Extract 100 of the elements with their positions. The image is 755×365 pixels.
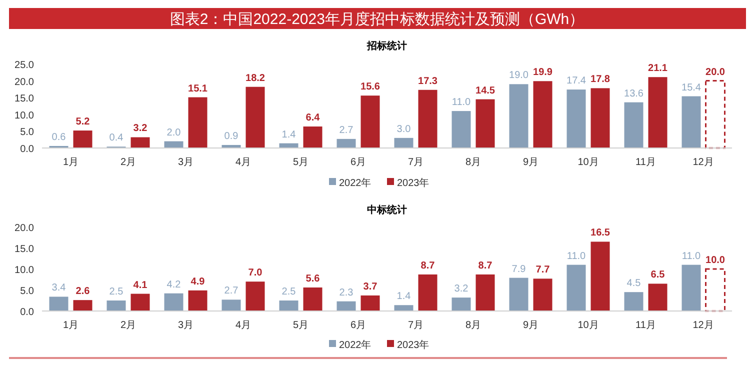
data-label: 15.1 xyxy=(188,83,208,94)
data-label: 17.3 xyxy=(418,76,438,87)
x-tick-label: 8月 xyxy=(465,157,482,168)
x-tick-label: 6月 xyxy=(350,157,366,168)
y-tick-label: 25.0 xyxy=(14,60,34,71)
legend-label: 2023年 xyxy=(397,177,430,189)
data-label: 4.1 xyxy=(133,280,148,291)
data-label: 11.0 xyxy=(682,250,702,262)
x-tick-label: 10月 xyxy=(578,157,599,168)
x-tick-label: 11月 xyxy=(636,320,656,331)
data-label: 21.1 xyxy=(648,63,668,74)
x-tick-label: 9月 xyxy=(522,157,539,168)
x-tick-label: 12月 xyxy=(692,157,714,168)
bar xyxy=(130,294,150,311)
data-label: 5.2 xyxy=(76,116,90,128)
x-tick-label: 8月 xyxy=(465,320,482,331)
data-label: 2.5 xyxy=(282,286,296,298)
bar xyxy=(130,137,150,148)
data-label: 15.6 xyxy=(360,82,380,93)
bar xyxy=(49,296,68,311)
y-tick-label: 5.0 xyxy=(20,286,34,297)
x-tick-label: 11月 xyxy=(636,157,656,168)
bar xyxy=(705,80,726,149)
bar xyxy=(509,278,528,311)
chart-title: 招标统计 xyxy=(366,40,407,52)
bar xyxy=(360,295,380,311)
bar xyxy=(624,292,644,311)
data-label: 10.0 xyxy=(706,255,726,266)
y-tick-label: 0.0 xyxy=(20,144,34,155)
bar xyxy=(336,138,356,148)
data-label: 2.7 xyxy=(339,124,354,136)
x-tick-label: 4月 xyxy=(235,320,252,331)
x-tick-label: 5月 xyxy=(292,320,309,331)
data-label: 5.6 xyxy=(306,273,320,284)
bar xyxy=(590,88,610,148)
legend-label: 2022年 xyxy=(339,339,372,351)
x-tick-label: 3月 xyxy=(178,320,194,331)
bar xyxy=(418,274,438,311)
data-label: 3.4 xyxy=(52,282,66,294)
y-tick-label: 20.0 xyxy=(14,76,34,88)
bar xyxy=(246,86,265,148)
bar xyxy=(682,96,701,148)
bar xyxy=(509,84,528,148)
bar xyxy=(279,300,298,311)
x-tick-label: 2月 xyxy=(120,157,136,168)
data-label: 2.3 xyxy=(339,287,354,298)
chart-title: 中标统计 xyxy=(367,204,407,216)
data-label: 3.0 xyxy=(396,124,412,135)
bar xyxy=(394,305,414,311)
bar xyxy=(590,242,610,311)
bar xyxy=(452,111,471,148)
data-label: 6.5 xyxy=(650,270,666,281)
data-label: 6.4 xyxy=(306,112,320,124)
y-tick-label: 20.0 xyxy=(14,223,34,234)
data-label: 2.7 xyxy=(224,286,239,297)
bar xyxy=(360,96,380,148)
data-label: 4.5 xyxy=(626,278,642,290)
bar xyxy=(336,301,356,311)
bar xyxy=(648,77,668,148)
bar xyxy=(164,293,184,311)
bar xyxy=(418,90,438,148)
x-tick-label: 2月 xyxy=(120,320,136,331)
text: 图表2：中国2022-2023年月度招中标数据统计及预测（GWh） xyxy=(170,11,584,28)
y-tick-label: 10.0 xyxy=(14,265,34,276)
bar xyxy=(73,130,92,148)
bar xyxy=(73,300,92,311)
data-label: 7.0 xyxy=(248,268,263,279)
bar xyxy=(682,264,701,311)
bar xyxy=(303,287,322,311)
bar xyxy=(533,278,552,311)
x-tick-label: 7月 xyxy=(408,320,424,331)
data-label: 20.0 xyxy=(706,66,726,78)
bar xyxy=(624,102,644,148)
bar xyxy=(648,284,668,311)
y-tick-label: 10.0 xyxy=(14,110,34,122)
data-label: 19.0 xyxy=(509,70,529,82)
x-tick-label: 6月 xyxy=(350,320,366,331)
data-label: 0.6 xyxy=(52,132,66,143)
y-tick-label: 0.0 xyxy=(20,307,34,318)
y-tick-label: 5.0 xyxy=(20,127,34,138)
data-label: 1.4 xyxy=(282,129,296,140)
data-label: 3.7 xyxy=(363,281,378,292)
x-tick-label: 1月 xyxy=(62,157,79,168)
bar xyxy=(303,126,322,148)
bar xyxy=(476,99,495,148)
y-tick-label: 15.0 xyxy=(14,94,34,105)
data-label: 18.2 xyxy=(246,72,266,84)
data-label: 3.2 xyxy=(454,284,469,295)
x-tick-label: 5月 xyxy=(292,157,309,168)
bar xyxy=(106,300,126,311)
data-label: 8.7 xyxy=(478,260,493,272)
data-label: 17.8 xyxy=(590,74,610,86)
bar xyxy=(222,300,241,311)
bar xyxy=(705,268,726,312)
data-label: 0.9 xyxy=(224,130,239,142)
bar xyxy=(566,264,586,311)
data-label: 4.2 xyxy=(166,279,182,290)
data-label: 7.7 xyxy=(536,264,550,276)
bar xyxy=(246,282,265,311)
data-label: 2.5 xyxy=(109,286,124,298)
